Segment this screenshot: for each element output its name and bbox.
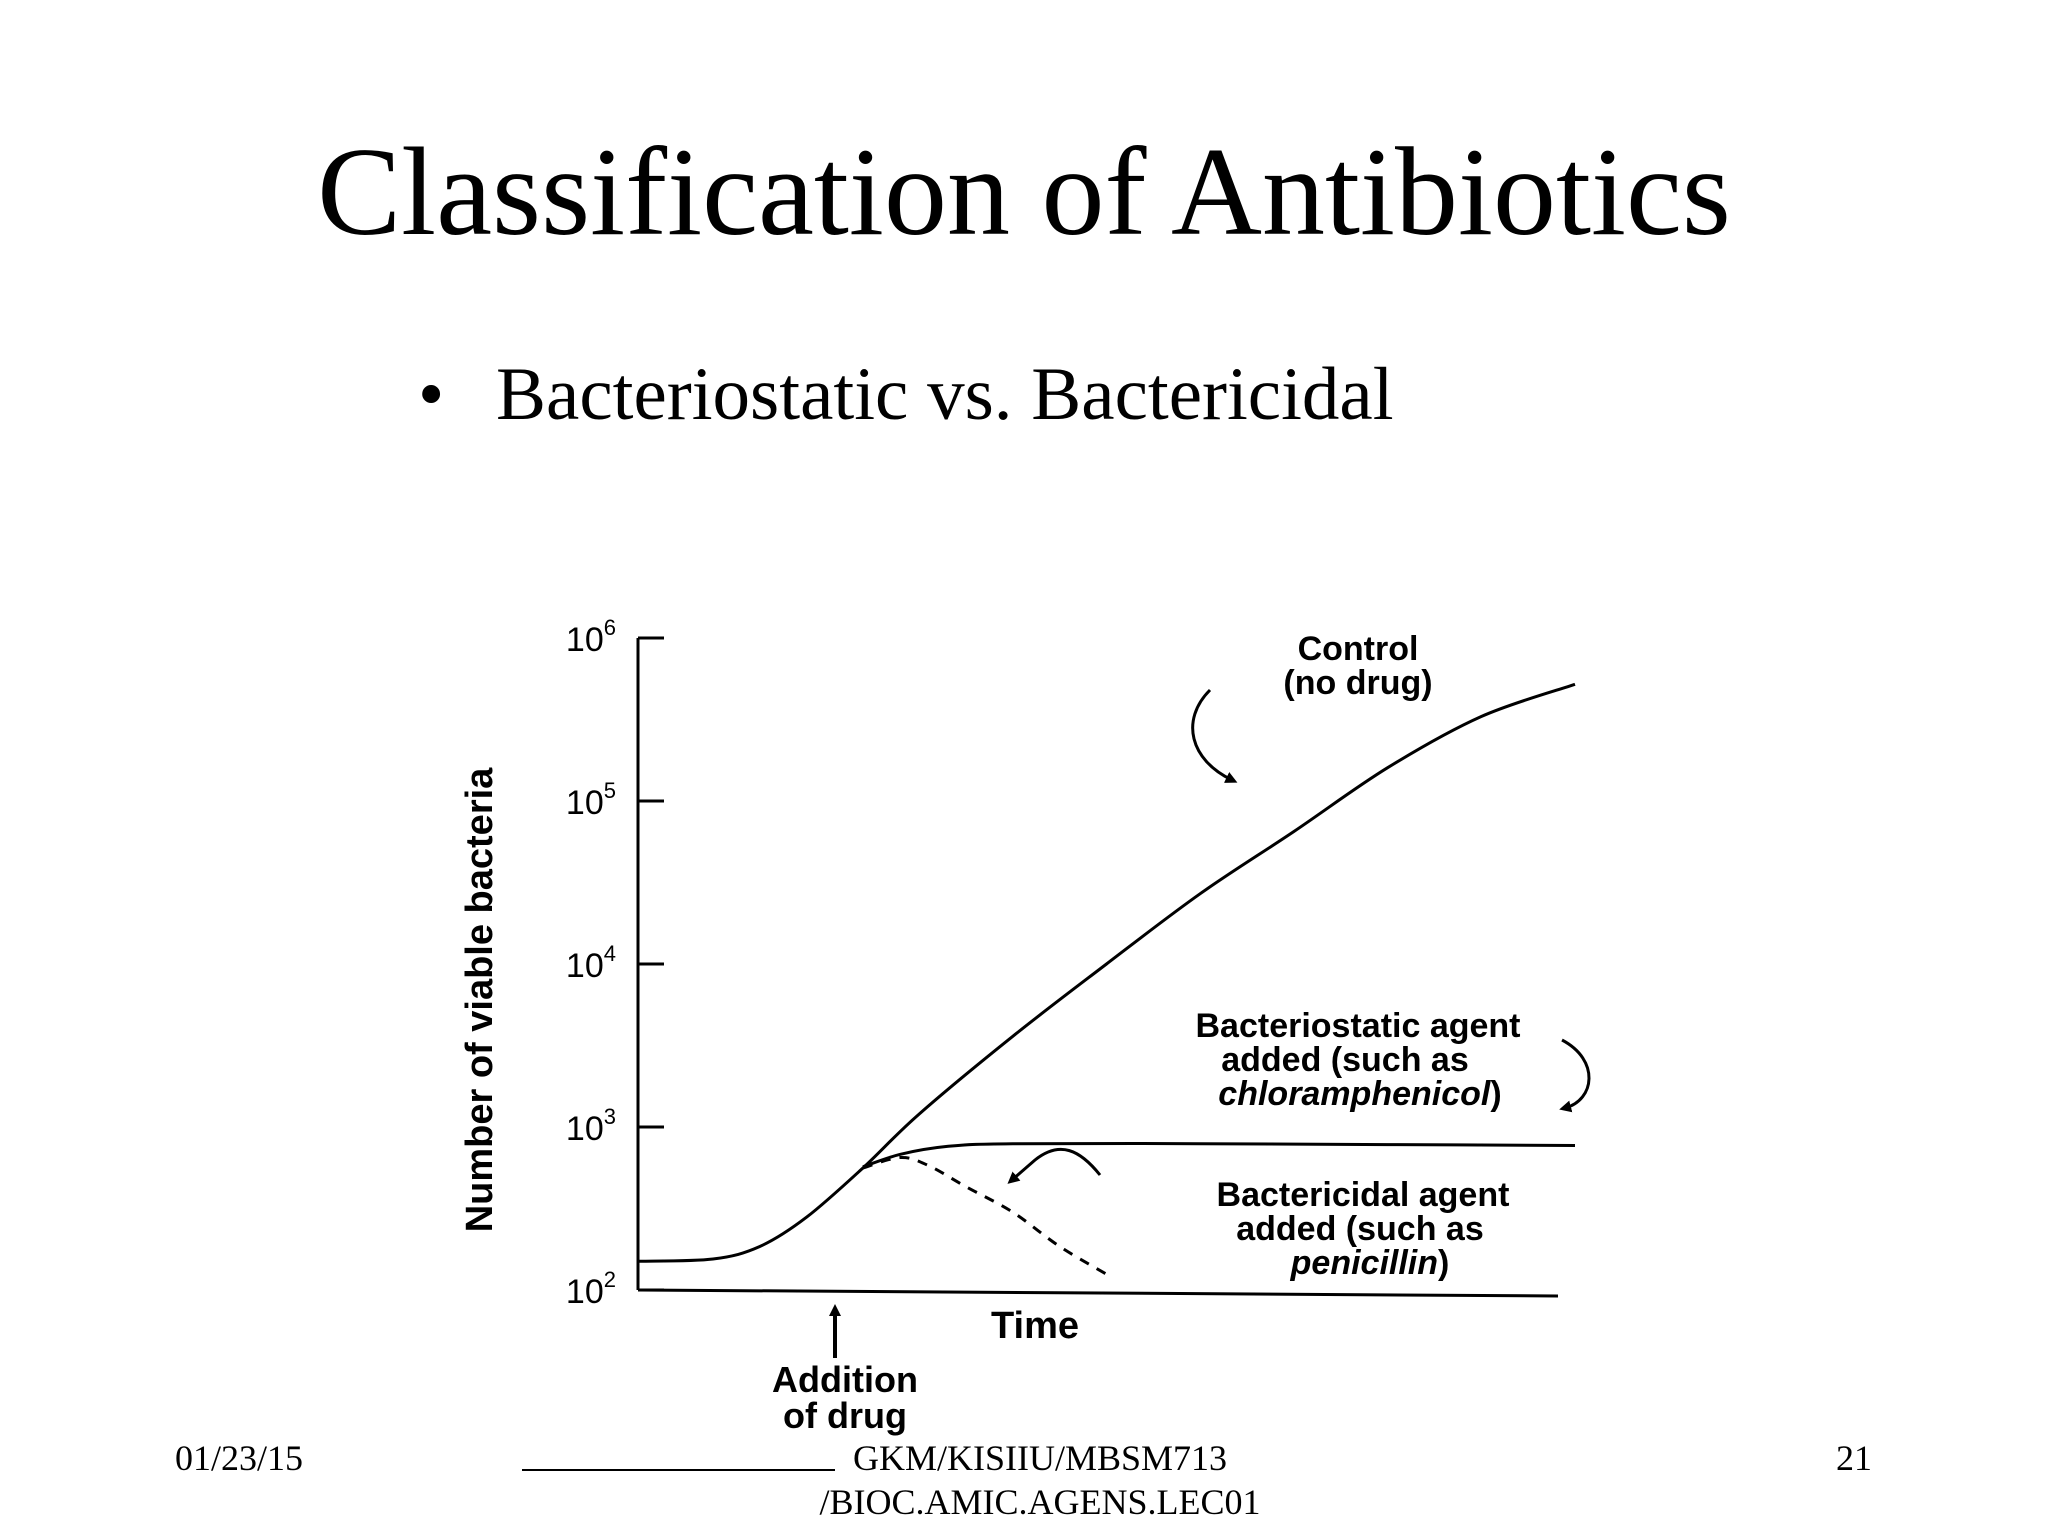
y-tick-label-0: 102 [566,1267,616,1311]
bactericidal-label-line3: penicillin) [1290,1244,1450,1282]
footer-source: GKM/KISIIU/MBSM713 /BIOC.AMIC.AGENS.LEC0… [690,1436,1390,1524]
bactericidal-agent-name: penicillin [1290,1244,1438,1282]
footer-page-number: 21 [1836,1438,1872,1478]
y-ticks: 102 103 104 105 106 [566,615,664,1311]
y-tick-label-1: 103 [566,1104,616,1148]
bacteriostatic-agent-name: chloramphenicol [1218,1075,1492,1113]
control-pointer-arrow [1191,688,1238,783]
drug-addition-label-line1: Addition [772,1359,918,1400]
x-axis [637,1288,1559,1298]
slide-title: Classification of Antibiotics [317,123,1731,262]
bullet-dot: • [418,353,445,436]
bullet-item: • Bacteriostatic vs. Bactericidal [418,350,1394,440]
footer-date: 01/23/15 [175,1438,304,1478]
bacteriostatic-series-line [862,1141,1576,1169]
bacteriostatic-closing-paren: ) [1490,1075,1501,1113]
control-label-line1: Control [1298,630,1419,668]
bactericidal-closing-paren: ) [1438,1244,1449,1282]
bullet-text: Bacteriostatic vs. Bactericidal [496,353,1394,436]
y-tick-label-3: 105 [566,778,616,822]
series-lines [637,682,1576,1276]
bacteriostatic-label-line2: added (such as [1221,1041,1469,1079]
bacteriostatic-label-line1: Bacteriostatic agent [1196,1007,1521,1045]
bacteriostatic-label-line3: chloramphenicol) [1218,1075,1501,1113]
footer-source-line2: /BIOC.AMIC.AGENS.LEC01 [819,1482,1261,1522]
y-axis-title: Number of viable bacteria [459,767,501,1232]
bacteriostatic-pointer-arrow [1559,1038,1591,1113]
y-tick-label-4: 106 [566,615,616,659]
control-series-line [637,682,1576,1263]
bactericidal-label-line2: added (such as [1236,1210,1484,1248]
bactericidal-label-line1: Bactericidal agent [1217,1176,1510,1214]
drug-addition-label-line2: of drug [783,1395,907,1436]
bactericidal-pointer-arrow [1007,1147,1102,1184]
footer-source-line1: GKM/KISIIU/MBSM713 [852,1438,1228,1478]
bactericidal-series-line [862,1155,1108,1276]
control-label-line2: (no drug) [1283,664,1432,702]
x-axis-title: Time [991,1305,1079,1347]
y-tick-label-2: 104 [566,941,616,985]
